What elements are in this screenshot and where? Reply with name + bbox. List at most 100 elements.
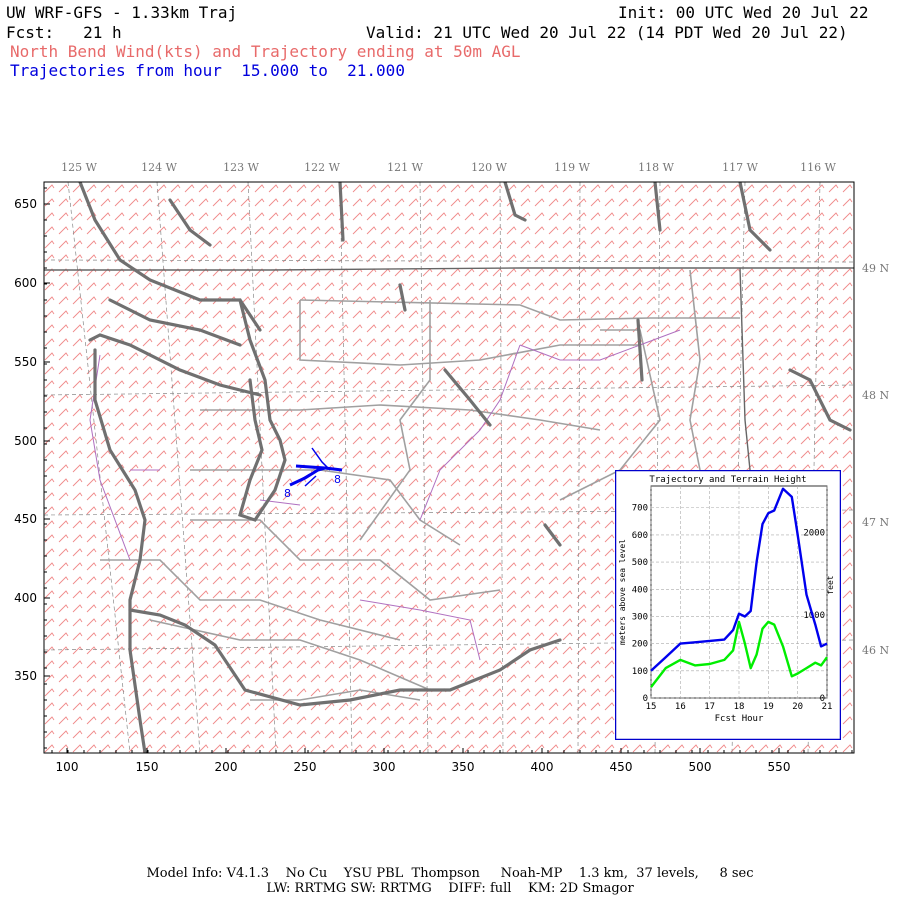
x-tick-label: 200	[215, 760, 238, 774]
latitude-label: 49 N	[862, 262, 889, 275]
longitude-label: 119 W	[554, 161, 590, 174]
inset-y-tick: 300	[632, 612, 648, 622]
coastline	[93, 348, 147, 753]
latitude-gridline	[44, 384, 854, 396]
longitude-label: 122 W	[304, 161, 340, 174]
x-tick-label: 250	[294, 760, 317, 774]
coastline	[636, 318, 644, 382]
forecast-hour: Fcst: 21 h	[6, 23, 122, 42]
valid-time: Valid: 21 UTC Wed 20 Jul 22 (14 PDT Wed …	[366, 23, 848, 42]
coastline	[88, 333, 262, 397]
coastline	[128, 608, 562, 707]
river	[419, 344, 521, 521]
inset-y-tick: 100	[632, 667, 648, 677]
y-tick-label: 600	[14, 276, 37, 290]
longitude-label: 117 W	[722, 161, 758, 174]
y-tick-label: 400	[14, 591, 37, 605]
trajectory-height-line	[650, 487, 828, 672]
latitude-label: 46 N	[862, 644, 889, 657]
inset-y-tick: 700	[632, 504, 648, 514]
coastline	[78, 182, 262, 332]
inset-title: Trajectory and Terrain Height	[649, 475, 806, 485]
longitude-label: 123 W	[223, 161, 259, 174]
longitude-gridline	[67, 182, 131, 753]
inset-x-tick: 21	[822, 702, 833, 712]
inset-y-tick: 500	[632, 558, 648, 568]
inset-xlabel: Fcst Hour	[715, 714, 764, 724]
trajectory-end-marker: 8	[334, 473, 341, 486]
y-tick-label: 500	[14, 434, 37, 448]
longitude-label: 116 W	[800, 161, 836, 174]
latitude-label: 47 N	[862, 516, 889, 529]
river	[359, 599, 481, 661]
inset-x-tick: 20	[792, 702, 803, 712]
y-tick-label: 450	[14, 512, 37, 526]
coastline	[653, 182, 662, 232]
x-tick-label: 500	[689, 760, 712, 774]
county-border	[299, 300, 640, 366]
trajectory-range: Trajectories from hour 15.000 to 21.000	[10, 61, 405, 80]
y-tick-label: 550	[14, 355, 37, 369]
county-border	[559, 329, 661, 501]
trajectory-height-inset: Trajectory and Terrain Height 15 16 17 18 19 2…	[614, 469, 842, 741]
model-info: Model Info: V4.1.3 No Cu YSU PBL Thompso…	[146, 866, 754, 881]
map-subtitle: North Bend Wind(kts) and Trajectory endi…	[10, 42, 521, 61]
inset-ft-tick: 0	[820, 694, 825, 704]
inset-y-tick: 400	[632, 585, 648, 595]
coastline	[168, 198, 212, 247]
x-tick-label: 150	[136, 760, 159, 774]
x-tick-label: 400	[531, 760, 554, 774]
coastline	[443, 368, 492, 427]
longitude-label: 121 W	[387, 161, 423, 174]
x-tick-label: 550	[768, 760, 791, 774]
county-border	[299, 299, 740, 321]
model-physics: LW: RRTMG SW: RRTMG DIFF: full KM: 2D Sm…	[266, 881, 634, 896]
inset-ylabel-right: feet	[826, 575, 835, 594]
init-time: Init: 00 UTC Wed 20 Jul 22	[618, 3, 869, 22]
coastline	[398, 283, 407, 312]
coastline	[108, 298, 242, 347]
inset-x-tick: 18	[734, 702, 745, 712]
inset-ylabel-left: meters above sea level	[618, 539, 627, 645]
longitude-gridline	[247, 182, 277, 753]
county-border	[149, 619, 431, 691]
longitude-label: 124 W	[141, 161, 177, 174]
coastline	[738, 182, 772, 252]
coastline	[238, 298, 287, 522]
inset-x-tick: 19	[763, 702, 774, 712]
coastline	[788, 368, 852, 432]
inset-x-tick: 17	[704, 702, 715, 712]
inset-frame	[614, 469, 842, 741]
county-border	[689, 269, 701, 471]
trajectory-path: 88	[284, 447, 343, 500]
county-border	[200, 404, 601, 431]
canada-border	[44, 267, 854, 271]
county-border	[190, 469, 461, 546]
inset-y-tick: 200	[632, 640, 648, 650]
x-tick-label: 350	[452, 760, 475, 774]
inset-x-tick: 15	[646, 702, 657, 712]
y-tick-label: 350	[14, 669, 37, 683]
county-border	[250, 689, 421, 701]
longitude-label: 120 W	[471, 161, 507, 174]
inset-x-tick: 16	[675, 702, 686, 712]
longitude-gridline	[156, 182, 201, 753]
y-tick-label: 650	[14, 197, 37, 211]
coastline	[503, 182, 527, 222]
trajectory-start-marker: 8	[284, 487, 291, 500]
river	[519, 329, 681, 361]
coastline	[338, 182, 345, 242]
map-title: UW WRF-GFS - 1.33km Traj	[6, 3, 238, 22]
x-tick-label: 100	[56, 760, 79, 774]
inset-ft-tick: 1000	[803, 611, 825, 621]
longitude-label: 125 W	[61, 161, 97, 174]
inset-y-tick: 600	[632, 531, 648, 541]
latitude-gridline	[44, 259, 854, 263]
x-tick-label: 300	[373, 760, 396, 774]
county-border	[190, 519, 501, 601]
map-frame	[43, 181, 855, 754]
inset-ft-tick: 2000	[803, 528, 825, 538]
inset-y-tick: 0	[643, 694, 648, 704]
county-border	[359, 300, 431, 541]
